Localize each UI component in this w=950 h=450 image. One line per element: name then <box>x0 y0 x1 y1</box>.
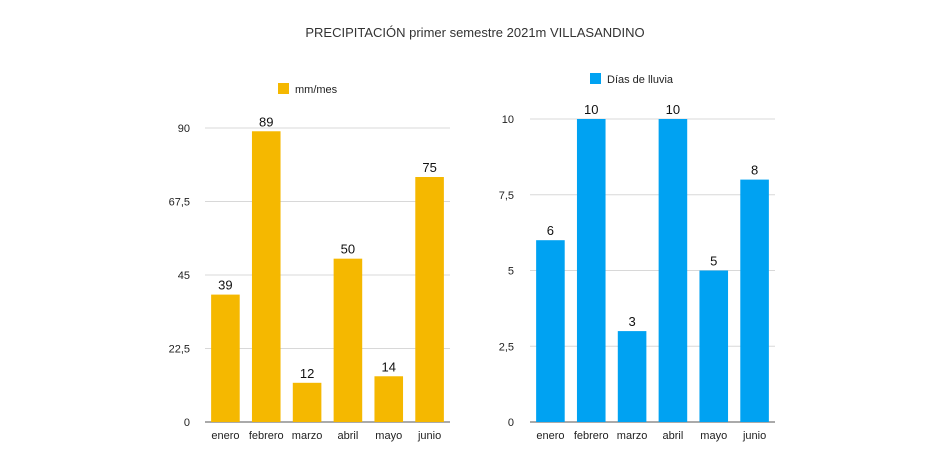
rain-days-data-label: 8 <box>751 163 758 178</box>
precip-x-tick-label: junio <box>417 430 441 442</box>
precip-y-tick-label: 22,5 <box>169 344 190 356</box>
precip-bar-febrero <box>251 131 281 422</box>
rain-days-bar-mayo <box>699 270 729 422</box>
precip-x-tick-label: febrero <box>249 430 284 442</box>
rain-days-y-tick-label: 5 <box>508 266 514 278</box>
rain-days-data-label: 10 <box>584 102 598 117</box>
precip-y-tick-label: 45 <box>178 270 190 282</box>
precip-x-tick-label: abril <box>338 430 359 442</box>
precip-data-label: 89 <box>259 114 273 129</box>
rain-days-bar-febrero <box>576 119 606 422</box>
precip-x-tick-label: enero <box>211 430 239 442</box>
rain-days-x-tick-label: abril <box>663 430 684 442</box>
rain-days-legend-label: Días de lluvia <box>607 74 674 86</box>
rain-days-data-label: 10 <box>666 102 680 117</box>
rain-days-y-tick-label: 0 <box>508 417 514 429</box>
rain-days-data-label: 5 <box>710 254 717 269</box>
precip-bar-mayo <box>374 376 404 422</box>
precip-data-label: 75 <box>422 160 436 175</box>
rain-days-data-label: 6 <box>547 223 554 238</box>
precip-data-label: 50 <box>341 242 355 257</box>
precip-bar-marzo <box>292 382 322 422</box>
precip-y-tick-label: 90 <box>178 123 190 135</box>
rain-days-x-tick-label: enero <box>536 430 564 442</box>
rain-days-x-tick-label: marzo <box>617 430 648 442</box>
precip-data-label: 14 <box>382 359 396 374</box>
rain-days-bar-marzo <box>617 331 647 422</box>
precip-x-tick-label: marzo <box>292 430 323 442</box>
precip-y-tick-label: 67,5 <box>169 197 190 209</box>
precip-bar-abril <box>333 258 363 422</box>
rain-days-bar-enero <box>536 240 565 422</box>
rain-days-y-tick-label: 10 <box>502 114 514 126</box>
precip-data-label: 39 <box>218 278 232 293</box>
precip-data-label: 12 <box>300 366 314 381</box>
rain-days-x-tick-label: junio <box>742 430 766 442</box>
rain-days-x-tick-label: febrero <box>574 430 609 442</box>
rain-days-bar-abril <box>658 119 688 422</box>
chart-title: PRECIPITACIÓN primer semestre 2021m VILL… <box>305 25 645 40</box>
precip-legend-swatch <box>278 83 289 94</box>
precip-bar-junio <box>415 177 444 422</box>
precip-y-tick-label: 0 <box>184 417 190 429</box>
rain-days-data-label: 3 <box>628 314 635 329</box>
precip-bar-enero <box>211 294 240 422</box>
precip-legend-label: mm/mes <box>295 84 338 96</box>
rain-days-legend-swatch <box>590 73 601 84</box>
rain-days-x-tick-label: mayo <box>700 430 727 442</box>
rain-days-y-tick-label: 2,5 <box>499 341 514 353</box>
rain-days-y-tick-label: 7,5 <box>499 190 514 202</box>
precip-x-tick-label: mayo <box>375 430 402 442</box>
rain-days-bar-junio <box>740 179 769 422</box>
